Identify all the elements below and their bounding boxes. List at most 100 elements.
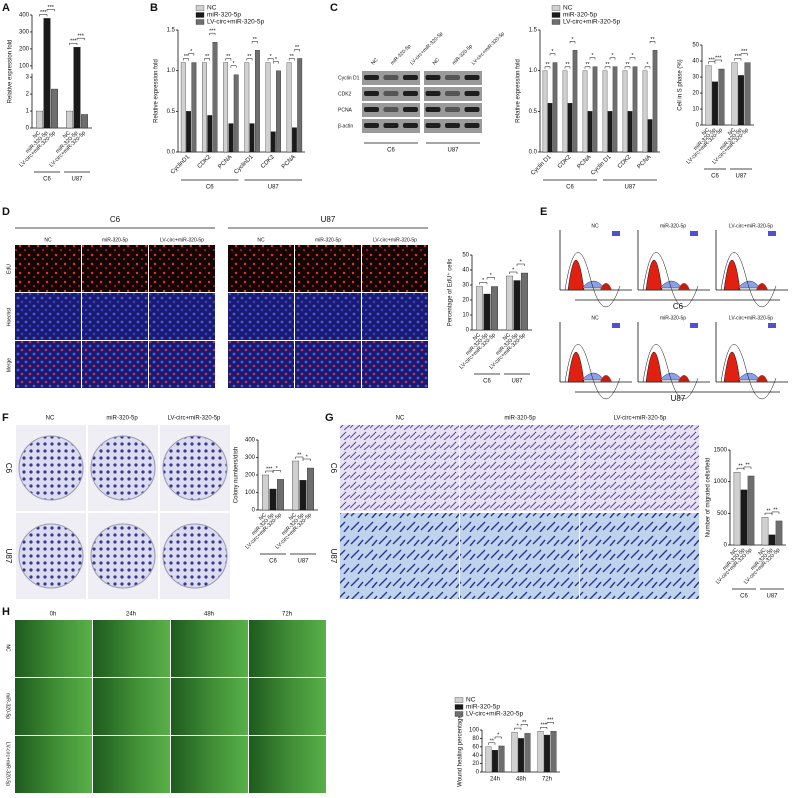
blot-band [425,107,441,112]
bar [567,103,573,153]
y-tick-label: 100 [19,63,30,69]
x-tick-label: CDK2 [617,154,633,170]
bar [511,731,518,773]
group-label: U87 [268,185,280,191]
legend-label: LV-circ+miR-320-5p [466,711,524,718]
bar [513,280,521,331]
blot-band [364,123,379,128]
blot-band [383,123,399,128]
x-tick-label: NC [288,512,298,522]
sig-label: * [490,273,493,279]
bar [265,62,271,153]
sig-label: * [551,49,554,55]
colony-row-label: U87 [4,549,13,564]
wound-image [249,620,326,677]
category-label: C6 [43,177,51,183]
edu-col-label: miR-320-5p [102,237,128,243]
sig-label: ** [565,62,570,68]
sig-label: *** [541,723,548,729]
legend-swatch [195,5,205,11]
legend-label: NC [563,5,573,12]
y-tick-label: 1.0 [167,68,176,74]
sig-label: * [482,278,485,284]
bar [254,50,260,153]
legend-label: miR-320-5p [207,12,241,19]
legend-swatch [454,711,464,717]
sig-label: ** [625,62,630,68]
wound-image [15,620,92,677]
x-tick-label: NC [758,547,768,557]
flow-legend [768,323,776,328]
y-tick-label: 0 [252,508,256,514]
bar [291,460,299,511]
y-tick-label: 40 [462,268,469,274]
bar [652,50,658,153]
sig-bracket [569,41,576,44]
sig-label: *** [547,718,554,724]
sig-bracket [544,66,551,69]
wound-image [15,736,92,793]
sig-label: ** [585,62,590,68]
blot-band [425,91,441,96]
bar [572,50,578,153]
x-tick-label: NC [727,127,737,137]
bar [490,286,498,331]
bar [207,115,213,153]
flow-g2 [756,283,768,290]
blot-band [425,123,441,128]
sig-label: ** [490,738,495,744]
bar [761,516,769,546]
sig-label: ** [745,462,750,468]
bar [191,62,197,153]
edu-image [82,293,148,340]
legend-label: LV-circ+miR-320-5p [563,19,621,26]
bar [550,731,557,773]
y-axis-label: Relative expression fold [154,59,160,123]
sig-bracket [486,277,495,280]
colony-col-label: miR-320-5p [106,416,138,422]
y-tick-label: 0.5 [529,109,538,115]
sig-bracket [509,271,518,274]
y-tick-label: 60 [472,744,479,750]
sig-bracket [549,53,556,56]
colony-dish [18,435,84,501]
flow-group-label: U87 [671,394,686,403]
flow-fit [642,252,699,308]
flow-fit [720,252,777,308]
wound-image [93,736,170,793]
blot-band [445,91,460,96]
edu-col-label: LV-circ+miR-320-5p [160,237,204,243]
y-tick-label: 1000 [714,479,728,485]
flow-col-label: NC [591,315,599,321]
edu-image [15,293,81,340]
sig-label: ** [738,464,743,470]
blot-lane-label: LV-circ+miR-320-5p [471,31,506,66]
flow-col-label: miR-320-5p [660,315,686,321]
y-tick-label: 200 [19,46,30,52]
bar [733,472,741,546]
category-label: C6 [740,594,748,600]
x-tick-label: 72h [542,777,552,783]
bar [276,70,281,153]
sig-bracket [46,9,55,12]
bar [81,114,89,129]
category-label: U87 [297,559,309,565]
blot-band [403,107,418,112]
legend-swatch [195,12,205,18]
bar [73,47,81,129]
bar [286,62,292,153]
bar [483,293,491,331]
flow-g2 [600,375,612,382]
bar [276,479,284,511]
bar [592,66,598,153]
flow-col-label: miR-320-5p [660,223,686,229]
sig-label: * [232,61,235,67]
sig-bracket [520,724,528,727]
legend-label: NC [466,697,476,704]
edu-image [295,341,361,388]
blot-band [403,91,418,96]
bar [562,70,568,153]
bar [738,75,745,126]
blot-band [464,91,480,96]
sig-bracket [740,53,748,56]
